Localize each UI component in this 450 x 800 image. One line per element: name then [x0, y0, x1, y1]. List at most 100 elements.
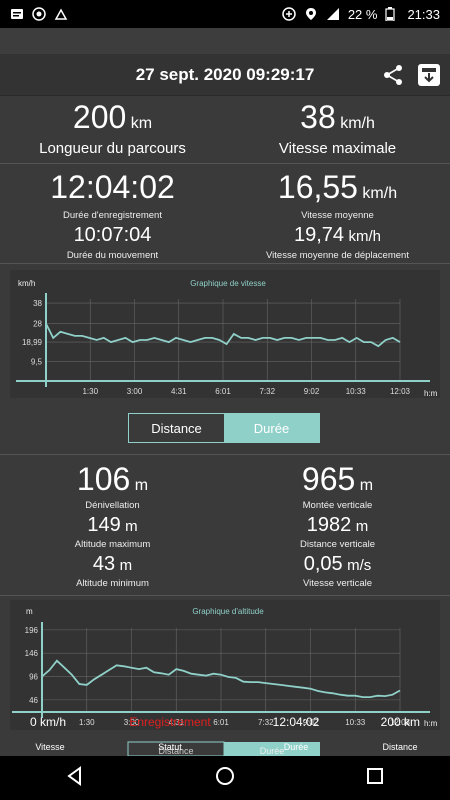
dist-vert-stat: 1982 m Distance verticale [225, 514, 450, 550]
speed-chart-ytick-label: 28 [33, 320, 42, 329]
vit-vert-value: 0,05 [303, 553, 343, 575]
dist-vert-unit: m [355, 518, 369, 535]
speed-chart-ytick-label: 38 [33, 299, 42, 308]
home-icon[interactable] [215, 766, 235, 791]
vit-vert-stat: 0,05 m/s Vitesse verticale [225, 553, 450, 589]
avg-speed-value: 16,55 [277, 169, 358, 205]
speed-chart-xtick-label: 9:02 [304, 387, 320, 396]
back-icon[interactable] [65, 765, 85, 791]
toggle-distance-button[interactable]: Distance [129, 414, 224, 442]
data-saver-icon [282, 7, 296, 21]
max-speed-value: 38 [300, 99, 336, 135]
battery-percent: 22 % [347, 6, 378, 22]
speed-chart-title: Graphique de vitesse [190, 279, 266, 288]
page-title: 27 sept. 2020 09:29:17 [135, 64, 315, 84]
overlay-status-label: Statut [158, 742, 182, 752]
vit-vert-unit: m/s [347, 557, 372, 574]
denivellation-stat: 106 m Dénivellation [0, 462, 225, 511]
denivellation-value: 106 [76, 461, 131, 497]
rec-duration-stat: 12:04:02 Durée d'enregistrement [0, 170, 225, 221]
hidden-toggle-distance-label: Distance [158, 746, 193, 756]
alt-max-stat: 149 m Altitude maximum [0, 514, 225, 550]
rec-duration-value: 12:04:02 [50, 169, 175, 205]
dist-vert-value: 1982 [306, 514, 352, 536]
altitude-chart-xtick-label: 10:33 [345, 718, 366, 727]
altitude-chart-xtick-label: 4:31 [168, 718, 184, 727]
speed-chart-xtick-label: 12:03 [390, 387, 411, 396]
avg-move-speed-value: 19,74 [293, 224, 345, 246]
chart-axis-toggle[interactable]: Distance Durée [128, 413, 320, 443]
length-value: 200 [72, 99, 127, 135]
move-duration-stat: 10:07:04 Durée du mouvement [0, 224, 225, 261]
avg-move-speed-unit: km/h [348, 228, 382, 245]
battery-icon [385, 7, 399, 22]
max-speed-stat: 38 km/h Vitesse maximale [225, 100, 450, 157]
overlay-duration-label: Durée [284, 742, 309, 752]
track-header: 27 sept. 2020 09:29:17 [0, 54, 450, 96]
avg-speed-unit: km/h [362, 185, 398, 202]
alt-max-value: 149 [87, 514, 121, 536]
altitude-chart-svg: Graphique d'altitude m h:m 196 146 96 46 1:3… [12, 607, 438, 728]
avg-move-speed-label: Vitesse moyenne de déplacement [266, 250, 409, 261]
altitude-chart-xtick-label: 3:00 [124, 718, 140, 727]
altitude-chart-title: Graphique d'altitude [192, 607, 264, 616]
length-unit: km [130, 115, 153, 132]
hidden-toggle-duree-label: Durée [260, 746, 285, 756]
alt-min-label: Altitude minimum [76, 578, 149, 589]
divider [0, 454, 450, 455]
altitude-chart-ytick-label: 46 [29, 696, 38, 705]
speed-chart-ytick-label: 9,5 [31, 358, 43, 367]
save-icon[interactable] [418, 64, 440, 86]
speed-chart-xtick-label: 6:01 [215, 387, 231, 396]
alt-max-label: Altitude maximum [74, 539, 151, 550]
dist-vert-label: Distance verticale [300, 539, 375, 550]
overlay-speed-value: 0 km/h [30, 715, 66, 729]
altitude-chart-ytick-label: 196 [25, 626, 39, 635]
overlay-distance-value: 200 km [381, 715, 420, 729]
app-top-strip [0, 28, 450, 54]
alt-min-unit: m [119, 557, 133, 574]
overlay-speed-label: Vitesse [35, 742, 64, 752]
divider [0, 595, 450, 596]
altitude-chart-series-line [41, 659, 401, 698]
location-icon [304, 7, 318, 21]
alt-min-stat: 43 m Altitude minimum [0, 553, 225, 589]
altitude-chart-xtick-label: 9:02 [303, 718, 319, 727]
max-speed-unit: km/h [340, 115, 375, 132]
altitude-chart[interactable]: Graphique d'altitude m h:m 196 146 96 46 1:3… [10, 600, 440, 730]
altitude-chart-xtick-label: 12:03 [390, 718, 411, 727]
denivellation-unit: m [134, 477, 149, 494]
recording-overlay: 0 km/h Enregistrement 12:04:02 200 km Di… [0, 712, 450, 757]
clock: 21:33 [407, 6, 440, 22]
altitude-chart-yunit: m [26, 607, 33, 616]
signal-icon [326, 7, 340, 21]
altitude-chart-xunit: h:m [424, 719, 438, 728]
recording-overlay-svg: 0 km/h Enregistrement 12:04:02 200 km Di… [30, 715, 420, 757]
speed-chart-xtick-label: 1:30 [82, 387, 98, 396]
speed-chart-xtick-label: 3:00 [127, 387, 143, 396]
rec-duration-label: Durée d'enregistrement [63, 210, 162, 221]
alt-min-value: 43 [92, 553, 116, 575]
speed-chart-svg: Graphique de vitesse km/h h:m 38 28 18,99 9… [16, 279, 438, 398]
toggle-duree-button[interactable]: Durée [224, 414, 319, 442]
avg-move-speed-stat: 19,74 km/h Vitesse moyenne de déplacemen… [225, 224, 450, 261]
status-bar: 22 % 21:33 [0, 0, 450, 28]
recents-icon[interactable] [365, 766, 385, 791]
speed-chart-series-line [45, 323, 401, 348]
divider [0, 163, 450, 164]
divider [0, 263, 450, 264]
share-icon[interactable] [382, 64, 404, 86]
length-stat: 200 km Longueur du parcours [0, 100, 225, 157]
speed-chart-ytick-label: 18,99 [22, 338, 43, 347]
speed-chart-yunit: km/h [18, 279, 35, 288]
altitude-chart-xtick-label: 1:30 [79, 718, 95, 727]
montee-value: 965 [301, 461, 356, 497]
hidden-toggle-duree[interactable] [224, 742, 320, 756]
overlay-status-value: Enregistrement [129, 715, 211, 729]
speed-chart[interactable]: Graphique de vitesse km/h h:m 38 28 18,99 9… [10, 270, 440, 398]
speed-chart-xtick-label: 7:32 [259, 387, 275, 396]
avg-speed-label: Vitesse moyenne [301, 210, 374, 221]
speed-chart-xtick-label: 10:33 [346, 387, 367, 396]
vit-vert-label: Vitesse verticale [303, 578, 372, 589]
overlay-duration-value: 12:04:02 [273, 715, 320, 729]
